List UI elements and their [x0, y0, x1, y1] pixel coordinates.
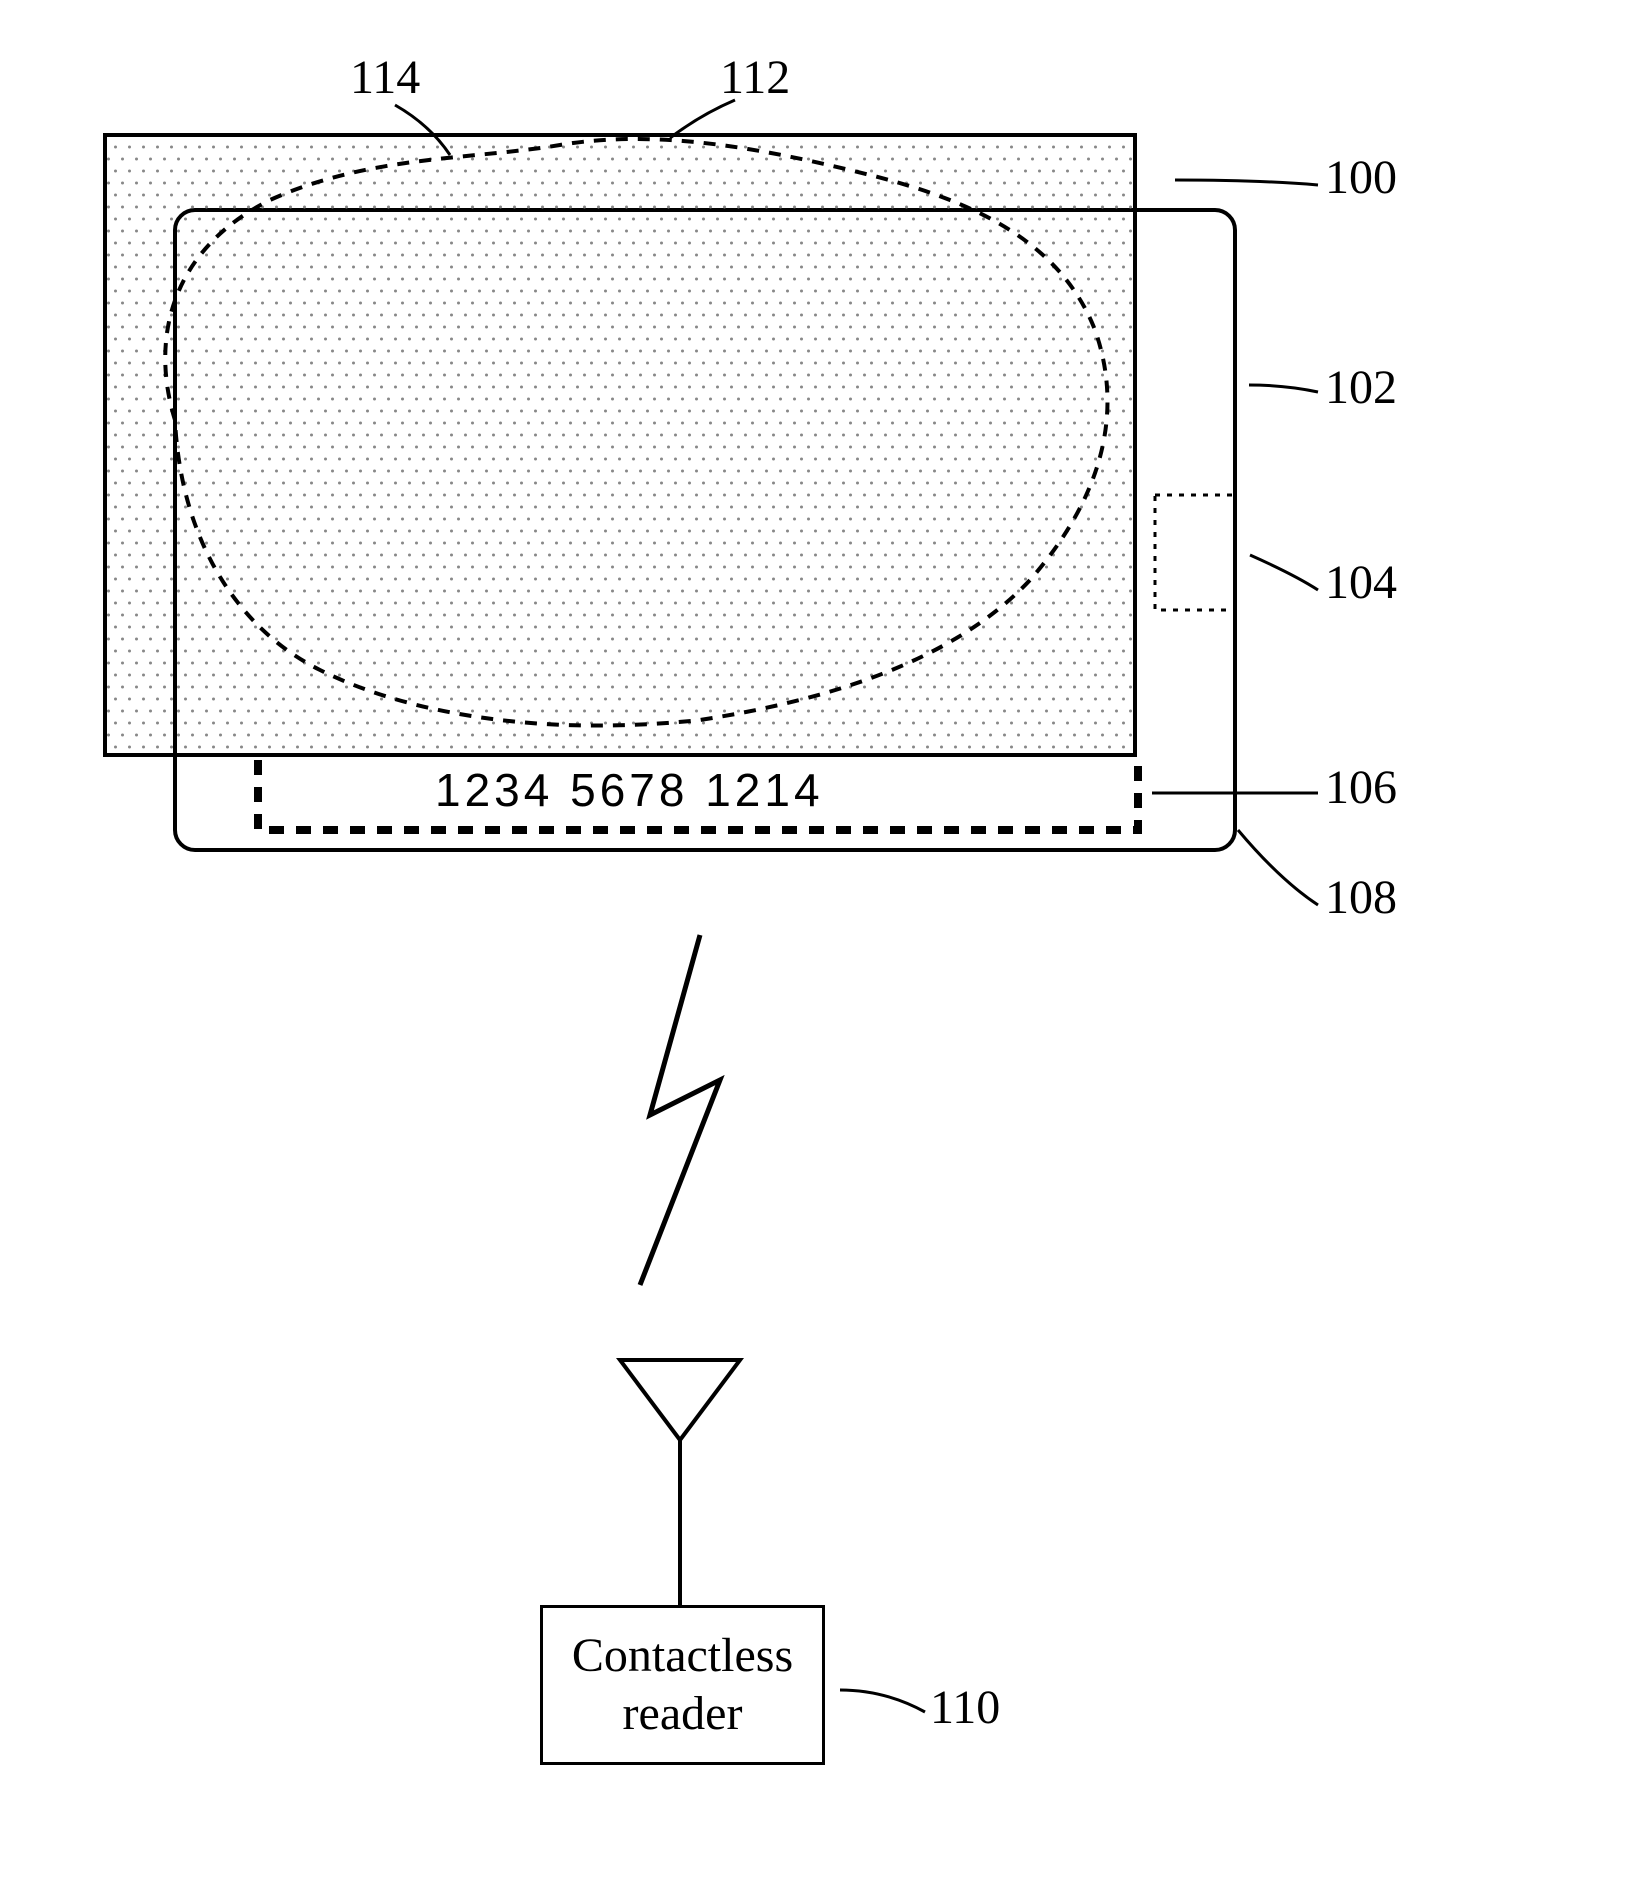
leader-104	[1250, 555, 1318, 590]
card-number: 1234 5678 1214	[435, 763, 824, 817]
label-106: 106	[1325, 760, 1397, 815]
leader-112	[670, 100, 735, 138]
label-104: 104	[1325, 555, 1397, 610]
system-diagram	[0, 0, 1634, 1886]
label-114: 114	[350, 50, 420, 105]
chip-outline	[1155, 495, 1235, 610]
signal-bolt-icon	[640, 935, 720, 1285]
leader-100	[1175, 180, 1318, 185]
leader-108	[1238, 830, 1318, 905]
top-card	[105, 135, 1135, 755]
label-110: 110	[930, 1680, 1000, 1735]
label-102: 102	[1325, 360, 1397, 415]
leader-102	[1249, 385, 1318, 392]
reader-label: Contactless reader	[543, 1627, 822, 1742]
antenna-icon	[620, 1360, 740, 1440]
label-100: 100	[1325, 150, 1397, 205]
label-108: 108	[1325, 870, 1397, 925]
leader-110	[840, 1690, 925, 1712]
label-112: 112	[720, 50, 790, 105]
contactless-reader: Contactless reader	[540, 1605, 825, 1765]
